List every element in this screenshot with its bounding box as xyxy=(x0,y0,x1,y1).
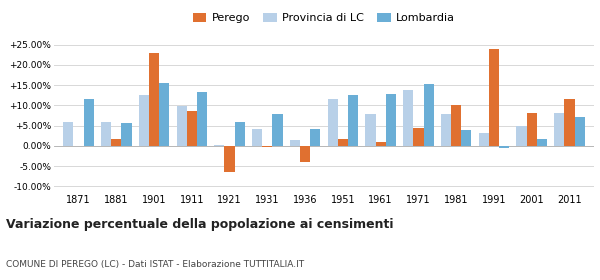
Bar xyxy=(441,114,451,146)
Bar xyxy=(252,129,262,146)
Bar xyxy=(83,99,94,146)
Text: COMUNE DI PEREGO (LC) - Dati ISTAT - Elaborazione TUTTITALIA.IT: COMUNE DI PEREGO (LC) - Dati ISTAT - Ela… xyxy=(6,260,304,269)
Bar xyxy=(565,99,575,146)
Bar xyxy=(235,122,245,146)
Bar xyxy=(479,133,489,146)
Text: Variazione percentuale della popolazione ai censimenti: Variazione percentuale della popolazione… xyxy=(6,218,394,231)
Bar xyxy=(159,83,169,146)
Bar xyxy=(176,106,187,146)
Bar xyxy=(310,129,320,146)
Bar xyxy=(537,139,547,146)
Bar xyxy=(365,114,376,146)
Bar xyxy=(575,117,585,146)
Bar xyxy=(300,146,310,162)
Bar xyxy=(187,111,197,146)
Bar xyxy=(338,139,348,146)
Bar xyxy=(197,92,207,146)
Bar xyxy=(489,49,499,146)
Bar xyxy=(386,94,396,146)
Bar xyxy=(272,114,283,146)
Bar xyxy=(413,128,424,146)
Bar xyxy=(149,53,159,146)
Bar xyxy=(328,99,338,146)
Bar xyxy=(214,144,224,146)
Bar xyxy=(111,139,121,146)
Bar xyxy=(139,95,149,146)
Bar xyxy=(348,95,358,146)
Bar xyxy=(101,122,111,146)
Bar xyxy=(121,123,131,146)
Legend: Perego, Provincia di LC, Lombardia: Perego, Provincia di LC, Lombardia xyxy=(188,8,460,28)
Bar xyxy=(517,125,527,146)
Bar xyxy=(290,140,300,146)
Bar xyxy=(403,90,413,146)
Bar xyxy=(527,113,537,146)
Bar xyxy=(499,146,509,148)
Bar xyxy=(461,130,472,146)
Bar xyxy=(63,122,73,146)
Bar xyxy=(224,146,235,172)
Bar xyxy=(424,84,434,146)
Bar xyxy=(451,105,461,146)
Bar xyxy=(554,113,565,146)
Bar xyxy=(262,146,272,147)
Bar xyxy=(376,142,386,146)
